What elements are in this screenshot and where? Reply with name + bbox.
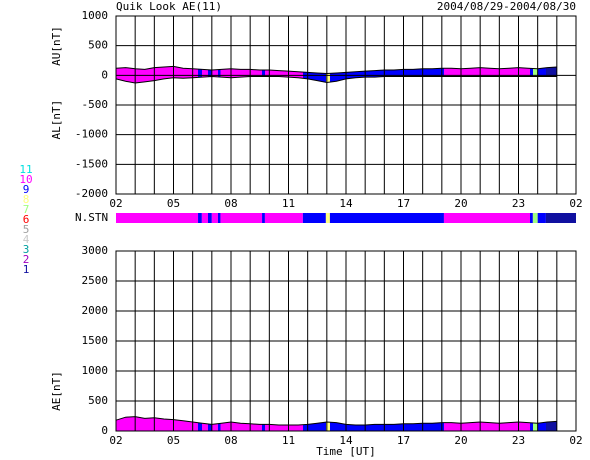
- legend-entry: 7: [23, 203, 30, 216]
- n-stn-segment: [201, 213, 208, 223]
- y-tick-label: 1000: [82, 9, 109, 22]
- x-tick-label: 08: [224, 197, 237, 210]
- x-tick-label: 14: [339, 197, 353, 210]
- chart-title: Quik Look AE(11): [116, 0, 222, 13]
- y-tick-label: 500: [88, 394, 108, 407]
- y-tick-label: 1000: [82, 364, 109, 377]
- x-tick-label: 20: [454, 434, 467, 447]
- n-stn-segment: [537, 213, 546, 223]
- y-tick-label: 2000: [82, 304, 109, 317]
- area: [116, 416, 557, 431]
- x-tick-label: 02: [569, 197, 582, 210]
- x-tick-label: 05: [167, 197, 180, 210]
- line: [115, 76, 557, 84]
- x-tick-label: 02: [109, 434, 122, 447]
- n-stn-segment: [208, 213, 212, 223]
- n-stn-segment: [217, 213, 221, 223]
- n-stn-segment: [302, 213, 326, 223]
- y-axis-label: AU[nT]: [50, 26, 63, 66]
- n-stn-segment: [264, 213, 303, 223]
- x-tick-label: 11: [282, 197, 295, 210]
- legend-entry: 4: [23, 233, 30, 246]
- y-tick-label: 2500: [82, 274, 109, 287]
- y-axis-label: AE[nT]: [50, 371, 63, 411]
- x-tick-label: 08: [224, 434, 237, 447]
- legend-entry: 8: [23, 193, 30, 206]
- n-stn-segment: [211, 213, 218, 223]
- y-tick-label: 0: [101, 68, 108, 81]
- y-tick-label: -2000: [75, 187, 108, 200]
- n-stn-segment: [545, 213, 576, 223]
- n-stn-segment: [530, 213, 533, 223]
- n-stn-segment: [262, 213, 265, 223]
- x-tick-label: 23: [512, 197, 525, 210]
- legend-entry: 3: [23, 243, 30, 256]
- x-tick-label: 20: [454, 197, 467, 210]
- plot-frame: [115, 250, 577, 432]
- line: [115, 65, 557, 75]
- x-tick-label: 02: [109, 197, 122, 210]
- y-tick-label: -500: [82, 98, 109, 111]
- n-stn-segment: [532, 213, 538, 223]
- x-tick-label: 11: [282, 434, 295, 447]
- y-tick-label: 1500: [82, 334, 109, 347]
- legend-entry: 11: [19, 163, 32, 176]
- n-stn-segment: [116, 213, 199, 223]
- line: [115, 416, 557, 426]
- y-axis-label: AL[nT]: [50, 100, 63, 140]
- x-tick-label: 05: [167, 434, 180, 447]
- legend-entry: 1: [23, 263, 30, 276]
- legend-entry: 5: [23, 223, 30, 236]
- x-axis-label: Time [UT]: [316, 445, 376, 458]
- date-range: 2004/08/29-2004/08/30: [437, 0, 576, 13]
- y-tick-label: 500: [88, 39, 108, 52]
- y-tick-label: 3000: [82, 244, 109, 257]
- y-tick-label: 0: [101, 424, 108, 437]
- y-tick-label: -1500: [75, 157, 108, 170]
- n-stn-segment: [325, 213, 330, 223]
- x-tick-label: 14: [339, 434, 353, 447]
- n-stn-segment: [198, 213, 202, 223]
- legend-entry: 10: [19, 173, 32, 186]
- n-stn-segment: [329, 213, 444, 223]
- x-tick-label: 17: [397, 434, 410, 447]
- n-stn-segment: [220, 213, 263, 223]
- x-tick-label: 17: [397, 197, 410, 210]
- plot-frame: [115, 15, 577, 195]
- y-tick-label: -1000: [75, 128, 108, 141]
- x-tick-label: 02: [569, 434, 582, 447]
- n-stn-segment: [443, 213, 530, 223]
- legend-entry: 9: [23, 183, 30, 196]
- legend-entry: 6: [23, 213, 30, 226]
- n-stn-label: N.STN: [75, 211, 108, 224]
- legend-entry: 2: [23, 253, 30, 266]
- x-tick-label: 23: [512, 434, 525, 447]
